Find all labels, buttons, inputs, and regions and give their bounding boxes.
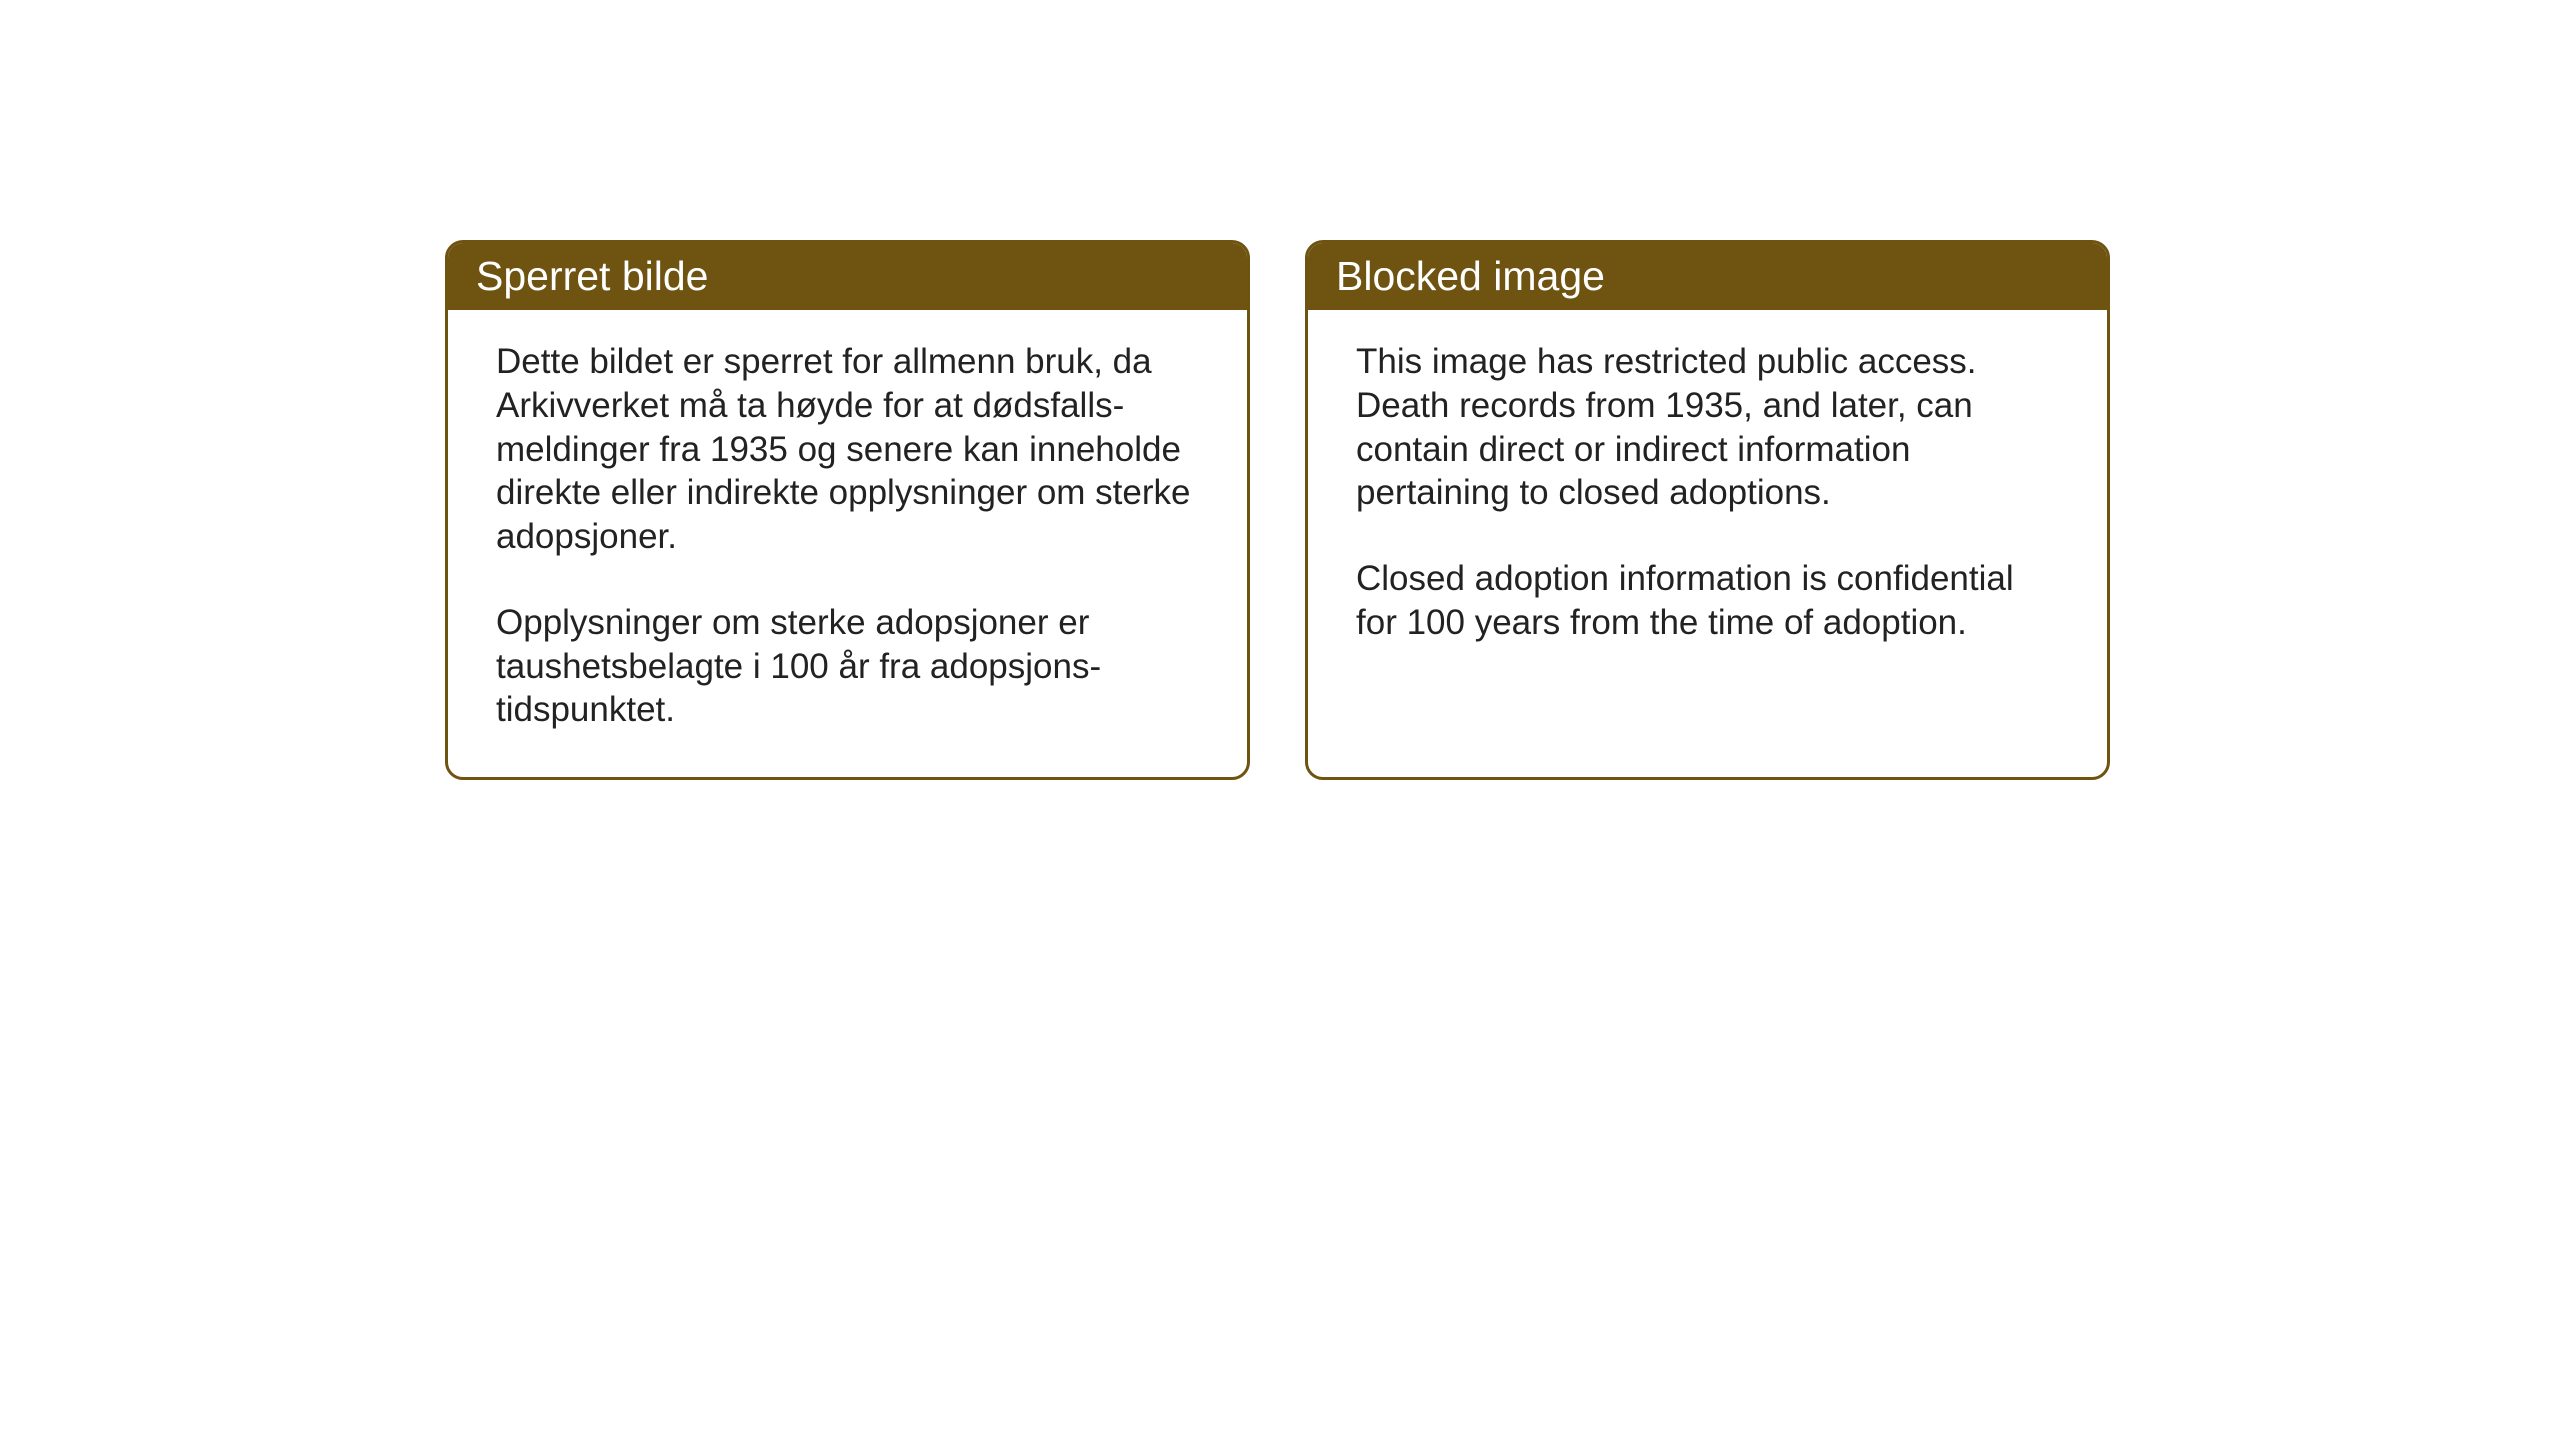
notices-container: Sperret bilde Dette bildet er sperret fo… — [445, 240, 2110, 780]
notice-title-english: Blocked image — [1308, 243, 2107, 310]
notice-body-english: This image has restricted public access.… — [1308, 310, 2107, 690]
notice-box-norwegian: Sperret bilde Dette bildet er sperret fo… — [445, 240, 1250, 780]
notice-paragraph: Dette bildet er sperret for allmenn bruk… — [496, 340, 1199, 559]
notice-paragraph: This image has restricted public access.… — [1356, 340, 2059, 515]
notice-paragraph: Closed adoption information is confident… — [1356, 557, 2059, 645]
notice-title-norwegian: Sperret bilde — [448, 243, 1247, 310]
notice-box-english: Blocked image This image has restricted … — [1305, 240, 2110, 780]
notice-paragraph: Opplysninger om sterke adopsjoner er tau… — [496, 601, 1199, 732]
notice-body-norwegian: Dette bildet er sperret for allmenn bruk… — [448, 310, 1247, 777]
